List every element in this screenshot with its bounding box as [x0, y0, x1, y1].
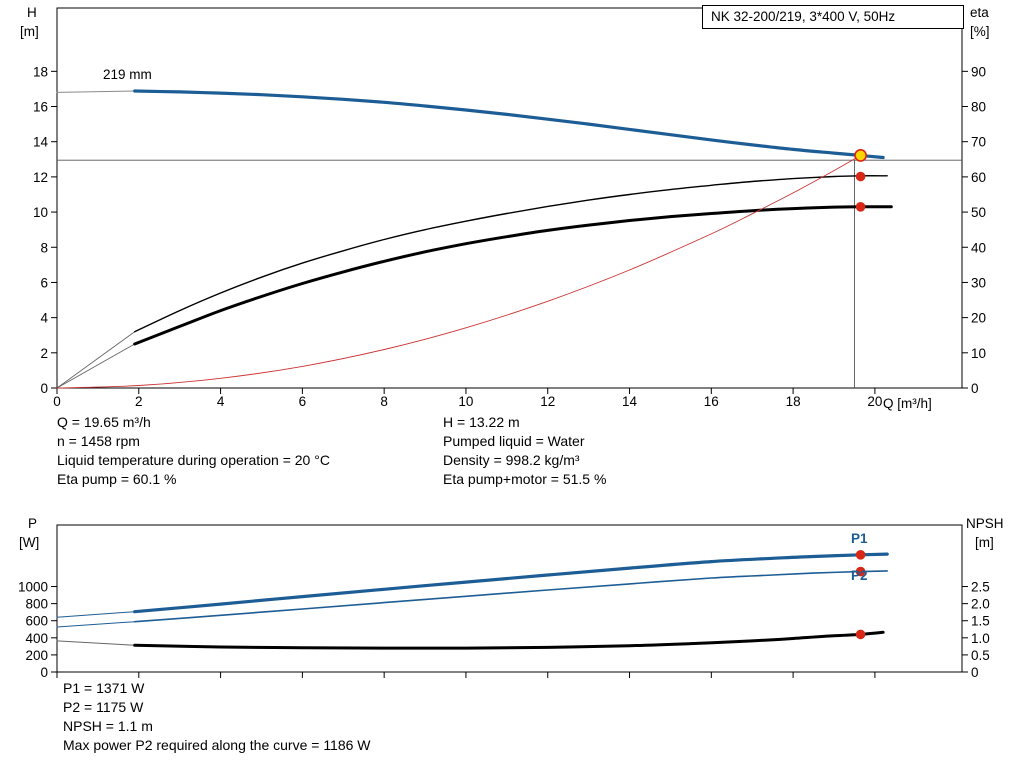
- info-eta-pump-motor: Eta pump+motor = 51.5 %: [443, 471, 607, 487]
- info-liquid-temp: Liquid temperature during operation = 20…: [57, 452, 330, 468]
- tick-label: 2.5: [971, 580, 990, 595]
- p1-curve: [133, 552, 889, 614]
- tick-label: 0: [971, 381, 979, 396]
- npsh-duty-dot: [855, 629, 866, 640]
- eta-pump-motor-duty-dot: [855, 201, 866, 212]
- p1-duty-dot: [855, 550, 866, 560]
- tick-label: 40: [971, 240, 986, 255]
- eta-axis-label: eta: [970, 5, 989, 20]
- tick-label: 30: [971, 275, 986, 290]
- npsh-axis-label: NPSH: [966, 516, 1004, 531]
- tick-label: 0.5: [971, 648, 990, 663]
- tick-label: 4: [40, 311, 48, 326]
- eta-pump-motor-lead-line: [56, 343, 136, 389]
- tick-label: 18: [786, 394, 801, 409]
- plot-border: [56, 524, 963, 673]
- tick-label: 0: [53, 394, 61, 409]
- h-axis-label: H: [27, 5, 37, 20]
- npsh-axis-unit: [m]: [975, 535, 994, 550]
- tick-label: 18: [33, 64, 48, 79]
- info-p2: P2 = 1175 W: [63, 699, 144, 715]
- info-head: H = 13.22 m: [443, 414, 520, 430]
- operating-data-left-column: Q = 19.65 m³/h n = 1458 rpm Liquid tempe…: [57, 413, 330, 489]
- tick-label: 8: [380, 394, 388, 409]
- tick-label: 14: [33, 135, 49, 150]
- tick-label: 20: [971, 311, 986, 326]
- tick-label: 12: [540, 394, 555, 409]
- info-p1: P1 = 1371 W: [63, 680, 145, 696]
- tick-label: 0: [971, 665, 979, 680]
- eta-axis-unit: [%]: [970, 24, 990, 39]
- tick-label: 80: [971, 100, 986, 115]
- tick-label: 4: [217, 394, 225, 409]
- h-axis-unit: [m]: [20, 24, 39, 39]
- info-eta-pump: Eta pump = 60.1 %: [57, 471, 177, 487]
- impeller-diameter-label: 219 mm: [103, 67, 152, 82]
- tick-label: 2: [40, 346, 48, 361]
- info-speed: n = 1458 rpm: [57, 433, 140, 449]
- q-axis-label: Q [m³/h]: [883, 396, 932, 411]
- info-npsh: NPSH = 1.1 m: [63, 718, 153, 734]
- tick-label: 20: [867, 394, 882, 409]
- info-pumped-liquid: Pumped liquid = Water: [443, 433, 585, 449]
- tick-label: 16: [33, 100, 48, 115]
- p2-curve: [133, 570, 888, 623]
- tick-label: 8: [40, 240, 48, 255]
- qh-eta-chart: 0 2 4 6 8 10 12 14 16 18 20 0 2 4 6 8 10 12 14 16 18 0 10 20 30 4…: [33, 7, 986, 409]
- tick-label: 1000: [18, 580, 48, 595]
- tick-label: 0: [40, 381, 48, 396]
- h-q-lead-line: [56, 90, 136, 93]
- info-flow: Q = 19.65 m³/h: [57, 414, 151, 430]
- p2-duty-dot: [855, 566, 866, 577]
- info-max-power: Max power P2 required along the curve = …: [63, 737, 371, 753]
- tick-label: 600: [25, 614, 48, 629]
- eta-pump-duty-dot: [855, 171, 866, 182]
- tick-label: 400: [25, 631, 48, 646]
- power-npsh-chart: 0 200 400 600 800 1000 0 0.5 1.0 1.5 2.0 2.5: [18, 524, 990, 680]
- info-density: Density = 998.2 kg/m³: [443, 452, 580, 468]
- tick-label: 0: [40, 665, 48, 680]
- tick-label: 800: [25, 597, 48, 612]
- tick-label: 10: [458, 394, 473, 409]
- tick-label: 10: [33, 205, 48, 220]
- tick-label: 2.0: [971, 597, 990, 612]
- eta-pump-lead-line: [56, 331, 136, 389]
- h-q-curve: [133, 89, 885, 160]
- operating-data-right-column: H = 13.22 m Pumped liquid = Water Densit…: [443, 413, 606, 489]
- system-curve: [56, 154, 862, 389]
- plot-border: [56, 7, 963, 389]
- eta-pump-curve: [134, 175, 888, 333]
- p2-lead-line: [56, 621, 136, 628]
- p2-curve-label: P2: [851, 568, 868, 583]
- p1-lead-line: [56, 611, 136, 618]
- tick-label: 16: [704, 394, 719, 409]
- tick-label: 6: [299, 394, 307, 409]
- duty-point-marker: [854, 149, 867, 162]
- tick-label: 12: [33, 170, 48, 185]
- tick-label: 1.0: [971, 631, 990, 646]
- npsh-lead-line: [56, 640, 136, 646]
- tick-label: 70: [971, 135, 986, 150]
- eta-pump-motor-curve: [133, 205, 893, 346]
- p-axis-label: P: [28, 516, 38, 531]
- power-npsh-readouts: P1 = 1371 W P2 = 1175 W NPSH = 1.1 m Max…: [63, 679, 371, 755]
- tick-label: 1.5: [971, 614, 990, 629]
- tick-label: 6: [40, 275, 48, 290]
- p1-curve-label: P1: [851, 531, 868, 546]
- pump-type-title-box: NK 32-200/219, 3*400 V, 50Hz: [702, 5, 964, 29]
- tick-label: 200: [25, 648, 48, 663]
- p-axis-unit: [W]: [19, 535, 40, 550]
- tick-label: 14: [622, 394, 638, 409]
- tick-label: 10: [971, 346, 986, 361]
- tick-label: 90: [971, 64, 986, 79]
- tick-label: 50: [971, 205, 986, 220]
- tick-label: 60: [971, 170, 986, 185]
- tick-label: 2: [135, 394, 143, 409]
- npsh-curve: [133, 630, 885, 650]
